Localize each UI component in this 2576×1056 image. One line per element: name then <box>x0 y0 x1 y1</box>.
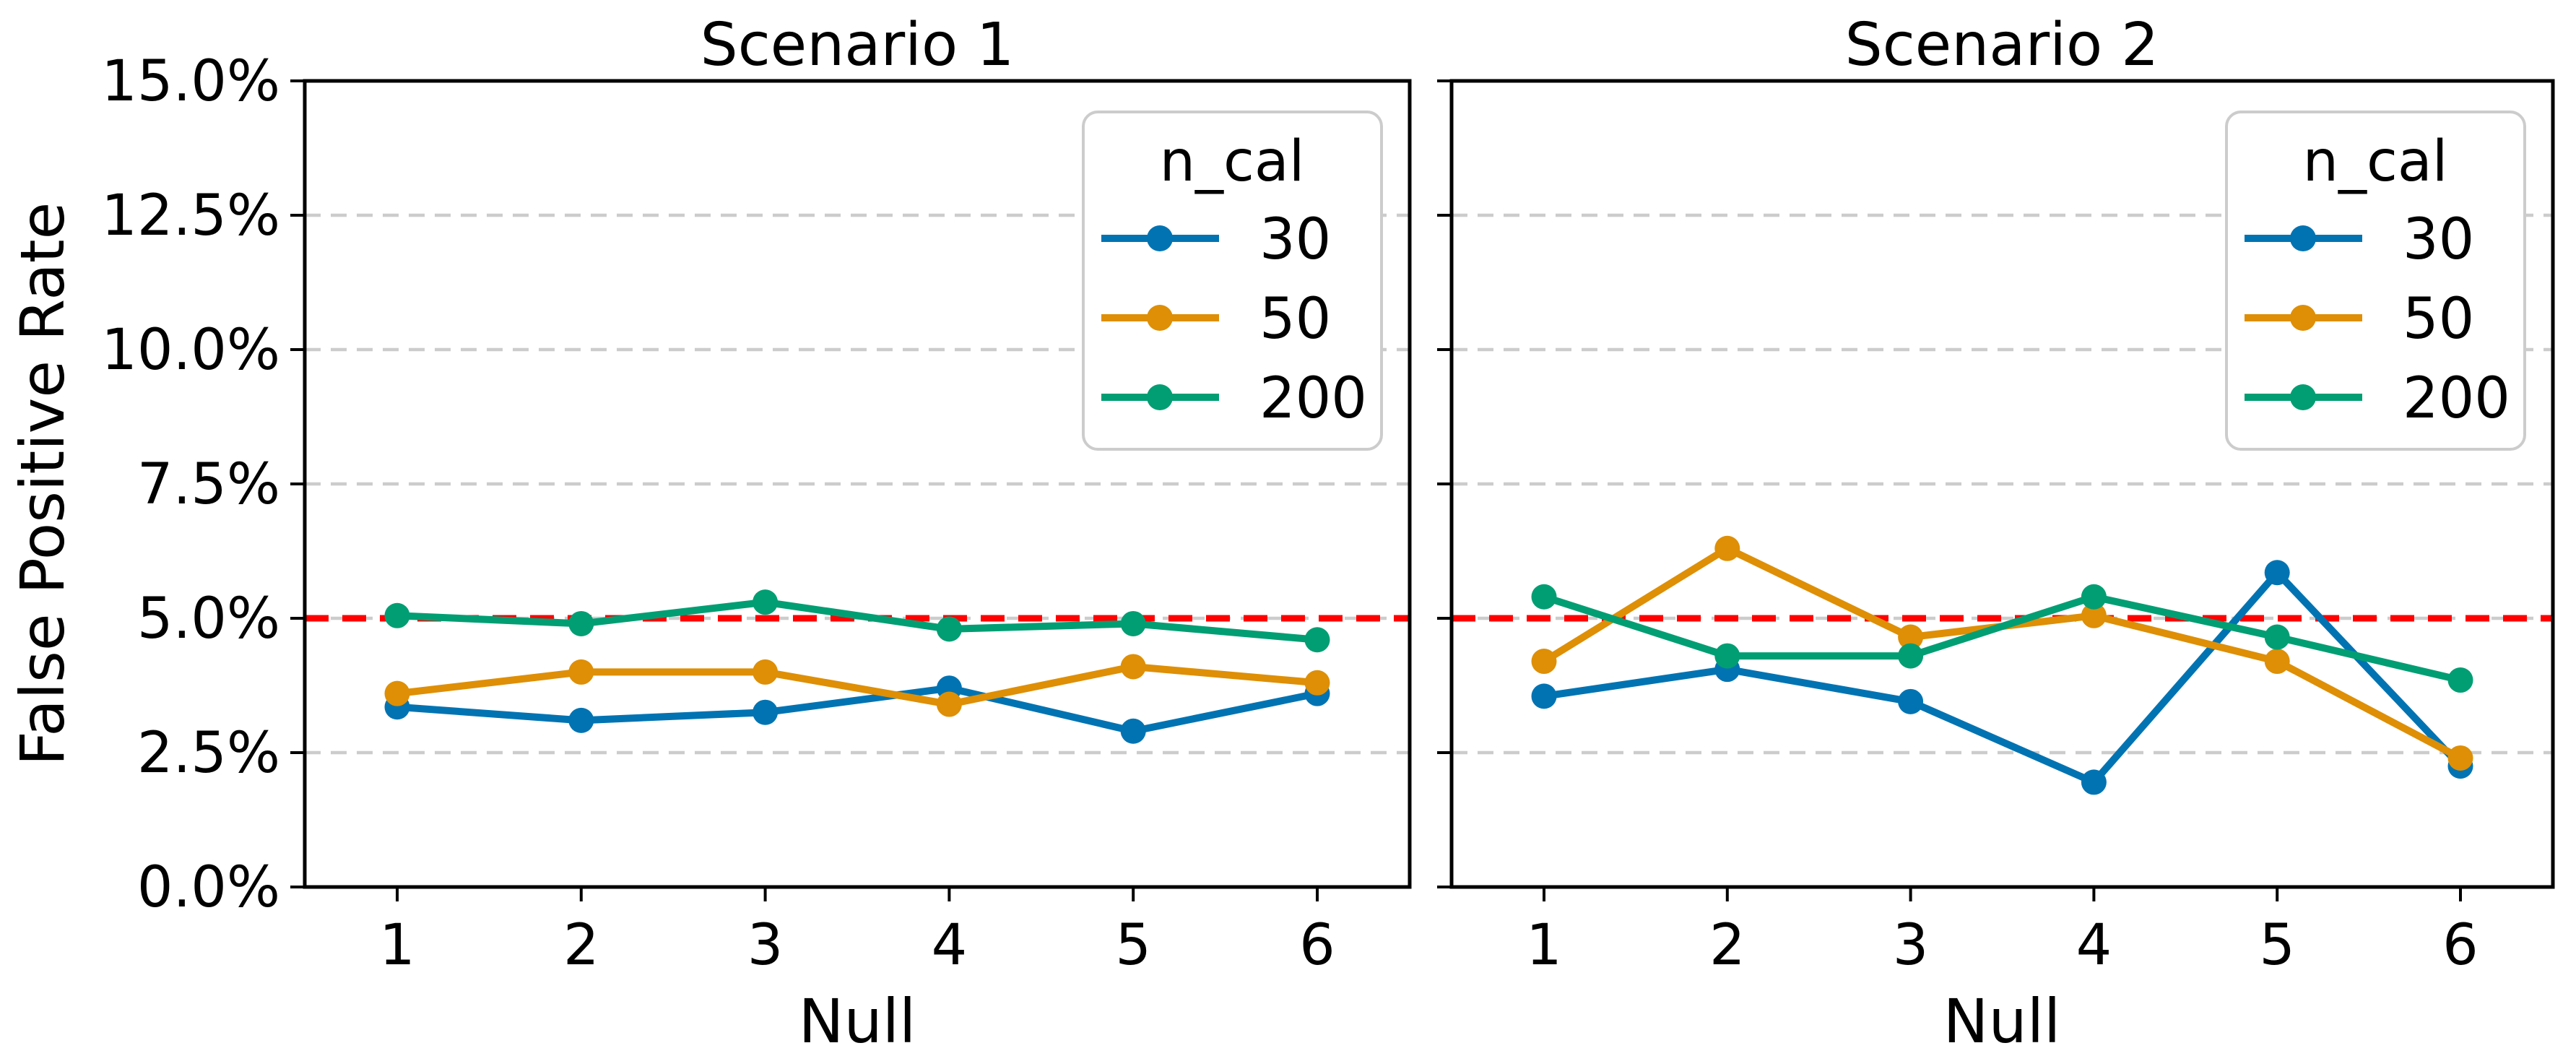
data-point-ncal-200-null-1 <box>1531 584 1557 610</box>
plot-title-scenario-2: Scenario 2 <box>1845 11 2159 79</box>
legend-entry-label-50: 50 <box>1259 287 1331 352</box>
series-line-ncal-30 <box>394 684 1321 735</box>
legend-entry-label-200: 200 <box>2403 366 2510 431</box>
data-point-ncal-200-null-4 <box>2081 584 2107 610</box>
data-point-ncal-30-null-3 <box>753 699 779 725</box>
legend-entry-label-30: 30 <box>2403 207 2474 272</box>
data-point-ncal-200-null-2 <box>1714 643 1740 669</box>
legend-swatch-marker-200 <box>1147 384 1173 410</box>
data-point-ncal-30-null-1 <box>1531 683 1557 709</box>
data-point-ncal-30-null-5 <box>1120 718 1146 744</box>
plot-title-scenario-1: Scenario 1 <box>701 11 1015 79</box>
y-tick-label: 0.0% <box>137 855 280 920</box>
data-point-ncal-50-null-6 <box>1304 670 1330 696</box>
data-point-ncal-50-null-4 <box>936 691 962 717</box>
plot-scenario-1: 0.0% 2.5% 5.0% 7.5% 10.0% 12.5% 15.0% 1 2 3 4 5 6 30 5… <box>101 49 1412 978</box>
series-line-ncal-200 <box>394 598 1321 644</box>
legend-swatch-marker-30 <box>1147 225 1173 251</box>
data-point-ncal-50-null-1 <box>1531 649 1557 675</box>
x-tick-label: 4 <box>2076 913 2112 978</box>
legend-entry-label-50: 50 <box>2403 287 2474 352</box>
y-tick-label: 2.5% <box>137 721 280 786</box>
data-point-ncal-50-null-6 <box>2447 745 2473 771</box>
data-point-ncal-200-null-5 <box>2264 624 2290 650</box>
y-tick-label: 5.0% <box>137 587 280 652</box>
data-point-ncal-200-null-6 <box>1304 627 1330 653</box>
data-point-ncal-200-null-2 <box>568 610 594 636</box>
data-point-ncal-200-null-3 <box>753 589 779 615</box>
x-tick-label: 2 <box>1709 913 1745 978</box>
legend-box <box>1082 111 1383 451</box>
y-tick-label: 7.5% <box>137 452 280 517</box>
legend-title-right: n_cal <box>2303 129 2448 194</box>
legend-box <box>2225 111 2526 451</box>
plots-layer: 0.0% 2.5% 5.0% 7.5% 10.0% 12.5% 15.0% 1 2 3 4 5 6 30 5… <box>101 49 2555 978</box>
data-point-ncal-50-null-4 <box>2081 602 2107 628</box>
data-point-ncal-30-null-2 <box>568 707 594 733</box>
data-point-ncal-30-null-5 <box>2264 560 2290 586</box>
x-tick-label: 3 <box>747 913 784 978</box>
data-point-ncal-50-null-1 <box>384 680 410 706</box>
x-tick-label: 1 <box>1526 913 1562 978</box>
data-point-ncal-50-null-2 <box>568 659 594 685</box>
legend-scenario-1: 30 50 200 <box>1082 111 1383 451</box>
series-line-ncal-30 <box>1540 568 2464 786</box>
legend-swatch-marker-50 <box>1147 305 1173 331</box>
legend-swatch-marker-50 <box>2290 305 2316 331</box>
legend-swatch-marker-30 <box>2290 225 2316 251</box>
x-tick-label: 4 <box>932 913 968 978</box>
data-point-ncal-50-null-3 <box>1898 624 1924 650</box>
y-axis-label: False Positive Rate <box>7 202 78 766</box>
plot-scenario-2: 1 2 3 4 5 6 30 50 200 <box>1437 79 2555 978</box>
series-line-ncal-200 <box>1540 593 2464 684</box>
series-line-ncal-50 <box>1540 545 2464 762</box>
series-line-ncal-50 <box>394 662 1321 709</box>
x-tick-label: 3 <box>1893 913 1929 978</box>
y-tick-label: 12.5% <box>101 183 280 248</box>
x-tick-label: 6 <box>1299 913 1335 978</box>
x-axis-label-right: Null <box>1943 986 2061 1056</box>
data-point-ncal-200-null-4 <box>936 616 962 642</box>
legend-entry-label-200: 200 <box>1259 366 1367 431</box>
data-point-ncal-50-null-2 <box>1714 535 1740 561</box>
data-point-ncal-200-null-5 <box>1120 610 1146 636</box>
x-tick-label: 1 <box>379 913 415 978</box>
data-point-ncal-50-null-5 <box>2264 649 2290 675</box>
legend-scenario-2: 30 50 200 <box>2225 111 2526 451</box>
x-tick-label: 5 <box>2259 913 2295 978</box>
data-point-ncal-200-null-3 <box>1898 643 1924 669</box>
data-point-ncal-200-null-1 <box>384 602 410 628</box>
data-point-ncal-50-null-5 <box>1120 654 1146 680</box>
x-tick-label: 6 <box>2442 913 2479 978</box>
data-point-ncal-30-null-3 <box>1898 688 1924 714</box>
y-tick-label: 15.0% <box>101 49 280 114</box>
x-axis-label-left: Null <box>799 986 916 1056</box>
data-point-ncal-50-null-3 <box>753 659 779 685</box>
x-tick-label: 2 <box>563 913 599 978</box>
data-point-ncal-30-null-4 <box>2081 769 2107 795</box>
y-tick-label: 10.0% <box>101 318 280 383</box>
legend-entry-label-30: 30 <box>1259 207 1331 272</box>
legend-swatch-marker-200 <box>2290 384 2316 410</box>
data-point-ncal-200-null-6 <box>2447 667 2473 693</box>
legend-title-left: n_cal <box>1160 129 1305 194</box>
x-tick-label: 5 <box>1115 913 1151 978</box>
